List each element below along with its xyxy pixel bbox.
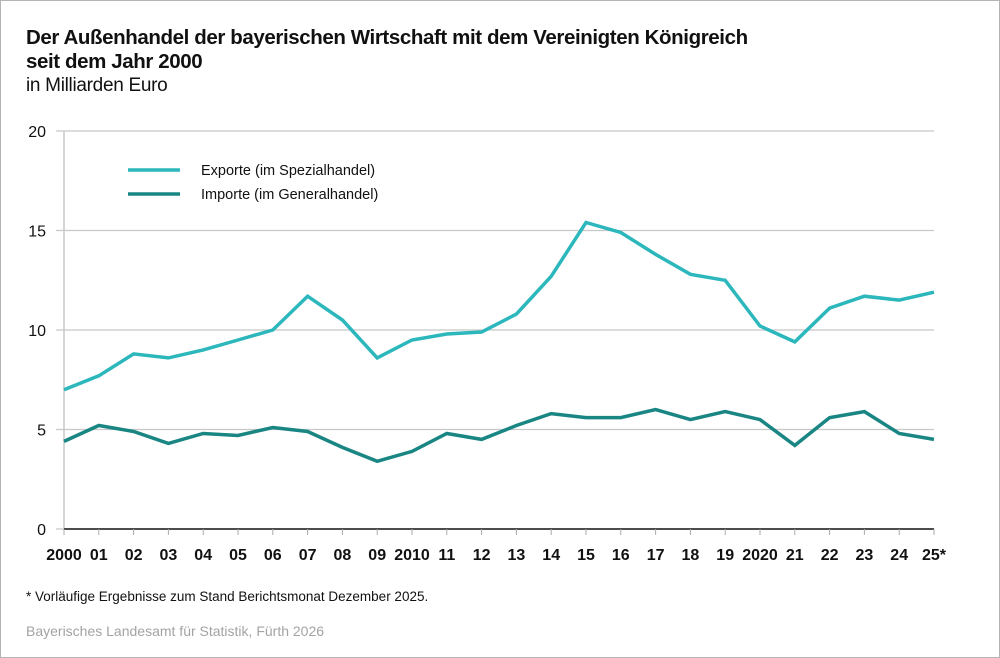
legend: Exporte (im Spezialhandel) Importe (im Ge… [128,163,378,203]
source-note: Bayerisches Landesamt für Statistik, Für… [26,623,325,639]
x-tick-label: 19 [716,547,734,564]
x-tick-label: 21 [786,547,804,564]
x-tick-label: 07 [299,547,317,564]
legend-label-exporte: Exporte (im Spezialhandel) [201,163,375,179]
y-axis: 0 5 10 15 20 [28,124,46,539]
y-tick-label: 5 [37,423,46,440]
x-tick-label: 18 [682,547,700,564]
y-tick-label: 20 [28,124,46,141]
x-tick-label: 16 [612,547,630,564]
series-line-importe [63,407,935,464]
x-tick-label: 08 [334,547,352,564]
title-line-2: seit dem Jahr 2000 [26,50,203,73]
footnote: * Vorläufige Ergebnisse zum Stand Berich… [26,589,429,604]
gridlines [56,130,934,530]
x-tick-label: 14 [542,547,560,564]
x-tick-label: 04 [194,547,212,564]
x-tick-label: 17 [647,547,665,564]
series-line-exporte [63,220,935,392]
y-tick-label: 15 [28,224,46,241]
chart-subtitle: in Milliarden Euro [26,75,168,96]
x-tick-label: 2010 [394,547,430,564]
x-tick-label: 11 [438,547,455,564]
x-tick-label: 24 [890,547,908,564]
x-tick-label: 12 [473,547,491,564]
legend-label-importe: Importe (im Generalhandel) [201,187,378,203]
x-tick-label: 15 [577,547,595,564]
y-tick-label: 0 [37,522,46,539]
title-line-1: Der Außenhandel der bayerischen Wirtscha… [26,26,748,49]
chart-title: Der Außenhandel der bayerischen Wirtscha… [26,26,748,74]
x-tick-label: 05 [229,547,247,564]
x-tick-label: 09 [368,547,386,564]
x-tick-label: 2020 [742,547,778,564]
x-tick-label: 22 [821,547,839,564]
x-tick-label: 02 [125,547,143,564]
x-tick-label: 01 [90,547,108,564]
x-axis: 2000 01 02 03 04 05 06 07 08 09 2010 11 12 13 14 15 16 17… [46,528,947,564]
x-tick-label: 13 [508,547,526,564]
x-tick-label: 25* [922,547,947,564]
y-tick-label: 10 [28,323,46,340]
x-tick-label: 23 [856,547,874,564]
x-tick-label: 06 [264,547,282,564]
x-tick-label: 03 [160,547,178,564]
series-lines [63,220,935,464]
x-tick-label: 2000 [46,547,82,564]
